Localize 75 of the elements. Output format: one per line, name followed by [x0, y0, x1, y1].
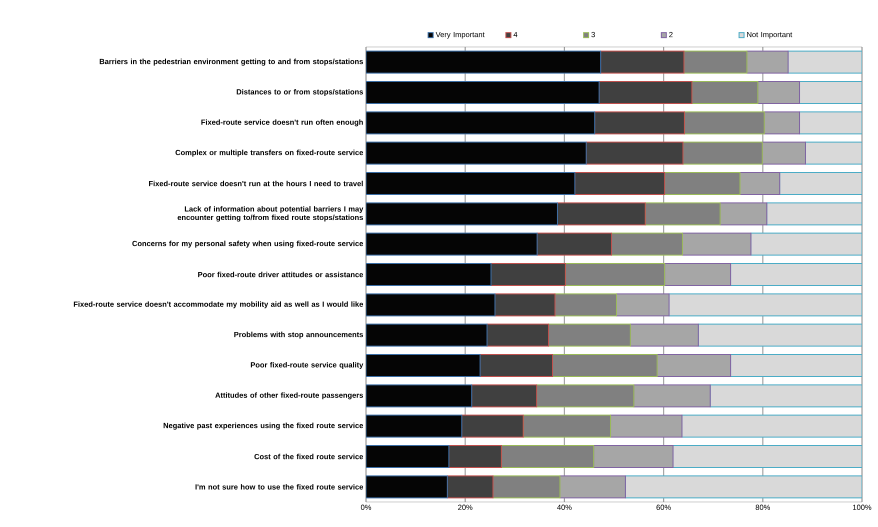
bar: [554, 293, 617, 316]
bar: [739, 172, 780, 195]
bar: [610, 414, 682, 438]
bar: [446, 475, 494, 498]
bar: [598, 80, 692, 104]
bar: [611, 232, 683, 256]
bar: [552, 354, 658, 377]
bar: [366, 384, 472, 408]
bar: [448, 444, 502, 468]
bar: [799, 80, 862, 104]
bar: [594, 111, 685, 134]
bar: [486, 324, 550, 347]
bar: [746, 50, 789, 74]
bar: [556, 202, 646, 226]
bar: [522, 414, 612, 438]
bar: [490, 262, 566, 286]
bar: [682, 232, 752, 256]
bar: [366, 293, 496, 316]
bar: [366, 142, 587, 165]
bar: [536, 384, 634, 408]
bar: [366, 50, 602, 74]
bar: [681, 414, 862, 438]
bar: [366, 414, 462, 438]
bar: [492, 475, 560, 498]
bar: [710, 384, 862, 408]
bar: [683, 50, 748, 74]
bar: [366, 475, 448, 498]
bar: [564, 262, 666, 286]
bar: [664, 172, 740, 195]
bar: [764, 111, 800, 134]
bar: [600, 50, 684, 74]
bar: [788, 50, 862, 74]
bar: [366, 80, 600, 104]
bar: [494, 293, 556, 316]
bar: [698, 324, 862, 347]
bar: [559, 475, 626, 498]
bar: [804, 142, 862, 165]
bar: [366, 172, 576, 195]
bar: [366, 444, 450, 468]
bar: [757, 80, 800, 104]
bar: [682, 142, 763, 165]
bar: [461, 414, 524, 438]
bar: [672, 444, 862, 468]
bar: [366, 111, 596, 134]
bar: [799, 111, 862, 134]
bar: [779, 172, 862, 195]
bar: [366, 262, 492, 286]
bar: [668, 293, 862, 316]
bar: [656, 354, 732, 377]
bar: [616, 293, 670, 316]
bar: [471, 384, 538, 408]
bar: [366, 232, 538, 256]
bar: [633, 384, 711, 408]
bar: [730, 262, 862, 286]
bar: [644, 202, 721, 226]
bar: [593, 444, 674, 468]
bar: [624, 475, 862, 498]
bar: [366, 354, 481, 377]
bar: [366, 202, 558, 226]
bar: [720, 202, 768, 226]
bar: [480, 354, 554, 377]
bar: [762, 142, 806, 165]
bar: [664, 262, 732, 286]
bar: [536, 232, 612, 256]
bar: [548, 324, 631, 347]
bar: [586, 142, 684, 165]
bar: [366, 324, 488, 347]
bar: [574, 172, 666, 195]
bar: [766, 202, 862, 226]
bar: [500, 444, 594, 468]
bar: [684, 111, 765, 134]
bar: [750, 232, 862, 256]
bar: [730, 354, 862, 377]
bar: [691, 80, 758, 104]
bar: [630, 324, 699, 347]
